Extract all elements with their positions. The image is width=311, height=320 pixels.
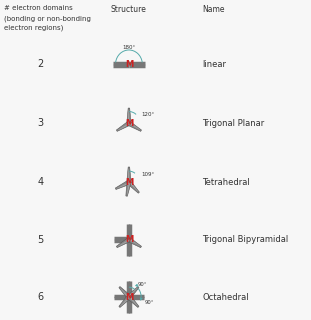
- Text: (bonding or non-bonding: (bonding or non-bonding: [4, 15, 91, 21]
- Polygon shape: [129, 239, 140, 246]
- Text: Trigonal Bipyramidal: Trigonal Bipyramidal: [202, 235, 288, 244]
- Polygon shape: [117, 182, 129, 188]
- Text: M: M: [125, 292, 133, 301]
- Polygon shape: [116, 238, 130, 248]
- Text: linear: linear: [202, 60, 226, 69]
- Text: 3: 3: [37, 118, 44, 128]
- Polygon shape: [127, 108, 131, 123]
- Text: 180°: 180°: [122, 45, 136, 50]
- Polygon shape: [128, 286, 139, 299]
- Text: # electron domains: # electron domains: [4, 5, 72, 12]
- Polygon shape: [127, 167, 131, 182]
- Text: M: M: [125, 60, 133, 69]
- Text: Tetrahedral: Tetrahedral: [202, 178, 250, 187]
- Text: M: M: [125, 178, 133, 187]
- Text: 90°: 90°: [144, 300, 154, 305]
- Text: electron regions): electron regions): [4, 25, 63, 31]
- Polygon shape: [129, 296, 137, 306]
- Text: Trigonal Planar: Trigonal Planar: [202, 119, 264, 128]
- Text: Octahedral: Octahedral: [202, 292, 249, 301]
- Polygon shape: [119, 286, 130, 299]
- Polygon shape: [116, 121, 130, 132]
- Polygon shape: [126, 182, 131, 196]
- Polygon shape: [129, 181, 138, 191]
- Text: Structure: Structure: [111, 5, 147, 14]
- Text: M: M: [125, 119, 133, 128]
- Text: 120°: 120°: [142, 112, 155, 117]
- Polygon shape: [127, 182, 130, 195]
- Polygon shape: [120, 288, 129, 298]
- Polygon shape: [128, 238, 142, 248]
- Text: 109°: 109°: [141, 172, 154, 177]
- Polygon shape: [129, 122, 140, 130]
- Text: M: M: [125, 235, 133, 244]
- Polygon shape: [118, 240, 129, 246]
- Polygon shape: [115, 180, 130, 189]
- Text: 5: 5: [37, 235, 44, 245]
- Polygon shape: [119, 295, 130, 308]
- Polygon shape: [128, 181, 139, 193]
- Polygon shape: [128, 121, 142, 132]
- Text: Name: Name: [202, 5, 225, 14]
- Polygon shape: [128, 169, 129, 182]
- Polygon shape: [128, 295, 139, 308]
- Text: 6: 6: [37, 292, 44, 302]
- Polygon shape: [121, 297, 130, 306]
- Polygon shape: [128, 110, 129, 123]
- Text: 2: 2: [37, 60, 44, 69]
- Text: 4: 4: [37, 177, 44, 187]
- Text: 90°: 90°: [137, 282, 147, 287]
- Polygon shape: [118, 123, 129, 130]
- Polygon shape: [128, 288, 137, 297]
